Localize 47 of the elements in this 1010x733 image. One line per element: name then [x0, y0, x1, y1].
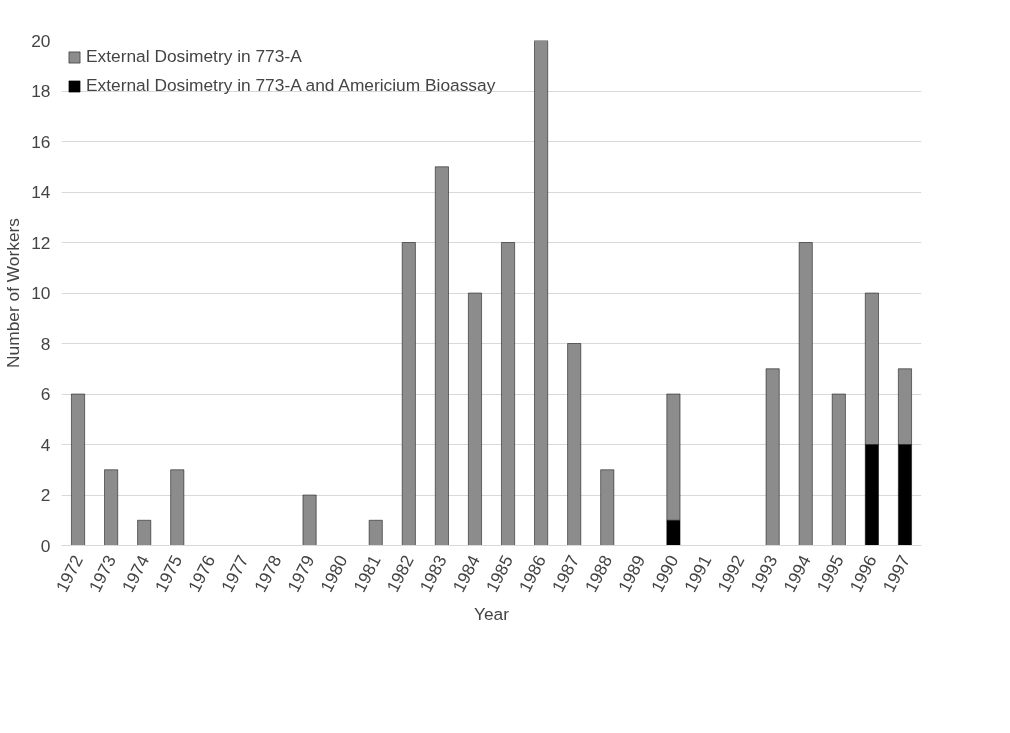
y-tick-label: 12 — [31, 232, 51, 253]
y-tick-label: 18 — [31, 81, 51, 101]
x-tick-label: 1982 — [382, 551, 418, 596]
y-tick-label: 10 — [31, 283, 51, 303]
x-tick-label: 1980 — [316, 551, 352, 596]
x-tick-label: 1990 — [647, 551, 683, 596]
y-tick-label: 6 — [40, 384, 51, 404]
x-tick-label: 1993 — [746, 551, 782, 596]
bar — [137, 520, 152, 546]
bar — [302, 494, 317, 546]
x-tick-label: 1996 — [845, 551, 881, 596]
bar — [567, 343, 582, 546]
bar — [170, 469, 185, 546]
y-tick-label: 0 — [40, 535, 51, 556]
bar — [501, 242, 515, 546]
x-axis-title: Year — [473, 604, 510, 625]
x-tick-label: 1972 — [51, 551, 87, 596]
bar — [104, 469, 118, 546]
y-axis-title: Number of Workers — [3, 217, 24, 368]
bar — [435, 166, 449, 546]
bar — [368, 520, 383, 546]
legend-label: External Dosimetry in 773-A and Americium Bioassay — [86, 75, 496, 96]
x-tick-label: 1991 — [680, 551, 716, 596]
x-tick-label: 1977 — [217, 551, 253, 596]
x-tick-label: 1981 — [349, 551, 385, 596]
x-tick-label: 1997 — [878, 551, 914, 596]
bar — [468, 292, 482, 546]
y-tick-label: 20 — [31, 30, 51, 51]
bar — [534, 40, 548, 546]
y-tick-label: 4 — [40, 434, 51, 455]
bar — [798, 242, 813, 546]
y-tick-label: 8 — [40, 333, 51, 354]
y-tick-label: 14 — [31, 182, 51, 202]
x-tick-label: 1983 — [415, 551, 451, 596]
x-tick-label: 1995 — [812, 551, 848, 596]
x-tick-label: 1978 — [250, 551, 286, 596]
bar — [600, 469, 615, 546]
y-tick-label: 2 — [40, 485, 51, 505]
bar — [71, 393, 85, 546]
bar — [765, 368, 780, 546]
x-tick-label: 1994 — [779, 551, 815, 596]
x-tick-label: 1979 — [283, 551, 319, 596]
y-tick-label: 16 — [31, 131, 51, 152]
bar — [831, 393, 846, 546]
legend-label: External Dosimetry in 773-A — [86, 46, 302, 67]
x-tick-label: 1992 — [713, 551, 749, 596]
bar — [401, 242, 416, 546]
